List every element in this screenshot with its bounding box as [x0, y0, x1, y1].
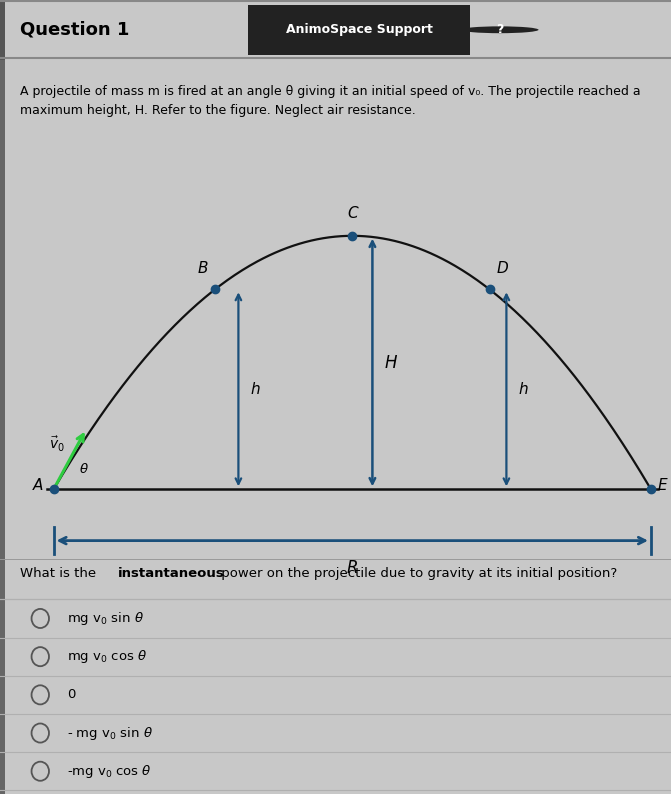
- Text: A: A: [34, 478, 44, 493]
- Text: Question 1: Question 1: [20, 21, 130, 39]
- Text: -mg v$_0$ cos $\theta$: -mg v$_0$ cos $\theta$: [67, 763, 152, 780]
- Text: C: C: [347, 206, 358, 221]
- Text: $\vec{v}_0$: $\vec{v}_0$: [49, 435, 65, 454]
- Bar: [0, 60, 5, 794]
- Circle shape: [461, 26, 539, 33]
- Text: D: D: [497, 261, 508, 276]
- Text: instantaneous: instantaneous: [117, 567, 224, 580]
- Text: H: H: [384, 353, 397, 372]
- Text: maximum height, H. Refer to the figure. Neglect air resistance.: maximum height, H. Refer to the figure. …: [20, 103, 416, 117]
- Bar: [0, 0, 5, 60]
- Text: B: B: [198, 261, 208, 276]
- Text: mg v$_0$ cos $\theta$: mg v$_0$ cos $\theta$: [67, 648, 148, 665]
- Text: - mg v$_0$ sin $\theta$: - mg v$_0$ sin $\theta$: [67, 725, 153, 742]
- Text: mg v$_0$ sin $\theta$: mg v$_0$ sin $\theta$: [67, 610, 144, 627]
- Text: $0$: $0$: [67, 688, 76, 701]
- Text: h: h: [250, 382, 260, 397]
- Text: R: R: [346, 559, 358, 577]
- Text: E: E: [658, 478, 667, 493]
- Text: h: h: [519, 382, 528, 397]
- FancyBboxPatch shape: [248, 5, 470, 55]
- Text: A projectile of mass m is fired at an angle θ giving it an initial speed of v₀. : A projectile of mass m is fired at an an…: [20, 85, 641, 98]
- Text: ?: ?: [497, 23, 503, 37]
- Text: $\theta$: $\theta$: [79, 462, 89, 476]
- Text: What is the: What is the: [20, 567, 101, 580]
- Text: power on the projectile due to gravity at its initial position?: power on the projectile due to gravity a…: [217, 567, 617, 580]
- Text: AnimoSpace Support: AnimoSpace Support: [286, 23, 432, 37]
